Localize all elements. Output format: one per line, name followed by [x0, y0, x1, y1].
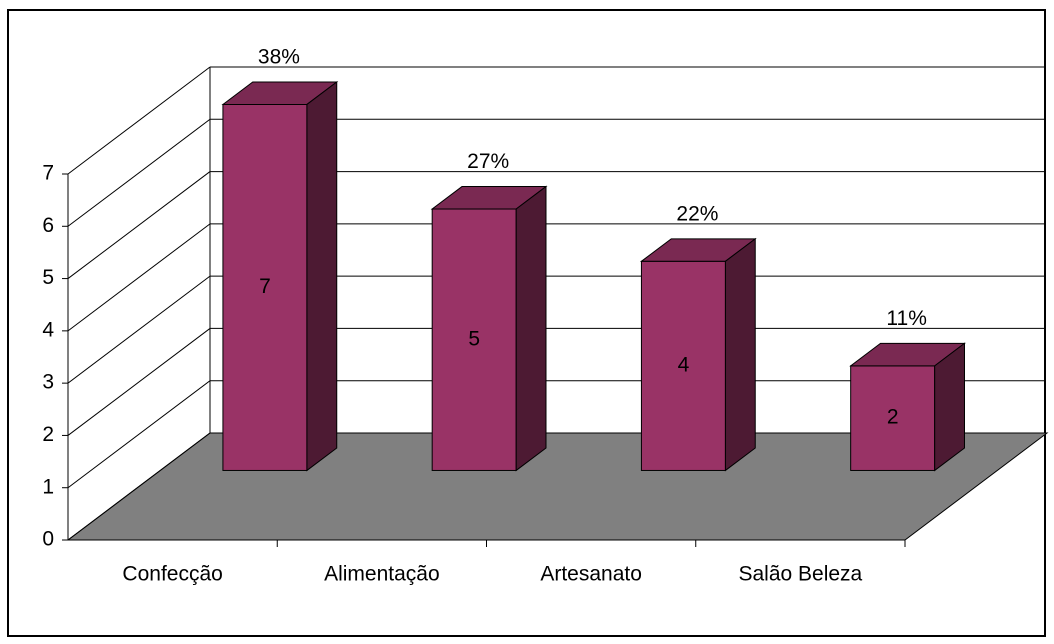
bar [850, 365, 936, 471]
share-label: 22% [676, 202, 718, 225]
value-label: 4 [678, 353, 690, 376]
y-tick-label: 6 [42, 214, 54, 237]
grid-line [67, 223, 211, 332]
bar-side [934, 342, 965, 472]
grid-line [67, 275, 211, 384]
value-label: 7 [259, 275, 271, 298]
y-tick-label: 2 [42, 423, 54, 446]
grid-line [67, 171, 211, 279]
x-tick-label: Alimentação [324, 563, 440, 586]
y-tick-label: 0 [42, 528, 54, 551]
x-tick-label: Artesanato [540, 563, 642, 586]
y-tick-label: 4 [42, 318, 54, 341]
share-label: 27% [467, 150, 509, 173]
bar-side [515, 185, 547, 472]
y-tick-label: 7 [42, 162, 54, 185]
bar-side [724, 237, 756, 472]
grid-line [67, 380, 211, 489]
grid-line [67, 328, 211, 436]
bar-side [306, 80, 338, 472]
grid-line [67, 118, 211, 227]
x-tick-label: Salão Beleza [738, 563, 862, 586]
y-tick-label: 5 [42, 266, 54, 289]
grid-line [67, 432, 211, 541]
x-tick-label: Confecção [122, 563, 222, 586]
bar [640, 260, 726, 471]
value-label: 5 [468, 327, 480, 350]
y-tick-label: 1 [42, 475, 54, 498]
share-label: 38% [258, 46, 300, 69]
share-label: 11% [886, 307, 926, 330]
grid-line [67, 66, 211, 175]
value-label: 2 [887, 406, 899, 429]
y-tick-label: 3 [42, 371, 54, 394]
